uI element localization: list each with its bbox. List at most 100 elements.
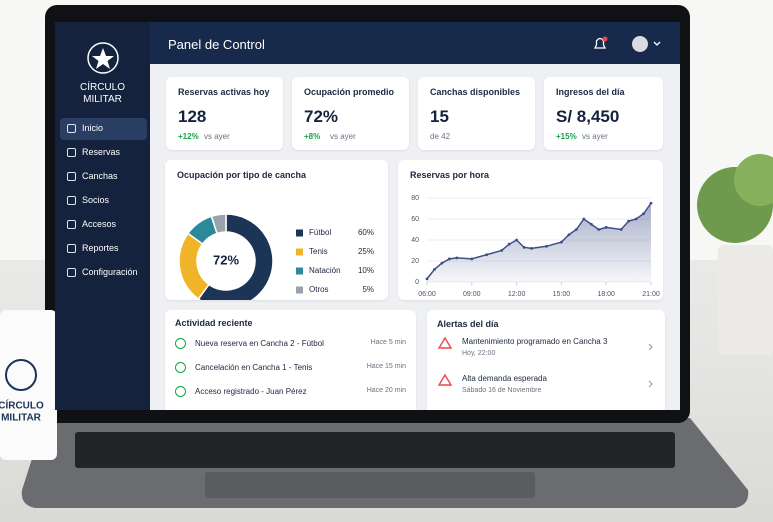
donut-chart: Fútbol 60% Tenis 25% Natación 10% Otros 5% 72% (178, 213, 374, 300)
nav-item[interactable]: Configuración (60, 262, 147, 284)
avatar[interactable] (632, 36, 648, 52)
nav-label: Socios (82, 195, 110, 205)
y-tick-label: 0 (415, 279, 419, 286)
donut-center-label: 72% (213, 252, 239, 267)
x-tick-label: 09:00 (463, 291, 481, 298)
nav-item[interactable]: Socios (60, 190, 147, 212)
sidebar: CÍRCULO MILITAR Inicio Reservas Canchas Soc… (55, 22, 150, 410)
legend-swatch (296, 286, 303, 294)
kpi-value: 72% (304, 107, 339, 126)
point (560, 240, 563, 244)
nav-item[interactable]: Reservas (60, 142, 147, 164)
page-title: Panel de Control (168, 37, 265, 52)
chart-card: Reservas por hora 0 20 40 60 80 06:00 09:00 12:0… (398, 160, 663, 300)
activity-time: Hace 20 min (366, 387, 406, 394)
point (500, 249, 504, 252)
kpi-card: Ocupación promedio 72% +8% vs ayer (292, 77, 409, 150)
kpi-value: 128 (178, 107, 207, 126)
point (597, 228, 601, 231)
x-tick-label: 15:00 (553, 291, 571, 298)
point (515, 238, 518, 242)
point (485, 253, 489, 257)
brand-text: MILITAR (83, 94, 122, 105)
chart-title: Reservas por hora (410, 170, 490, 180)
kpi-note: de 42 (430, 132, 451, 141)
activity-text: Acceso registrado - Juan Pérez (195, 387, 307, 396)
point (582, 217, 586, 221)
activity-icon (175, 338, 186, 349)
point (642, 212, 645, 216)
activity-text: Cancelación en Cancha 1 - Tenis (195, 363, 313, 372)
legend-label: Otros (309, 285, 329, 294)
header-icons (593, 36, 661, 52)
legend-value: 25% (358, 247, 374, 256)
kpi-card: Reservas activas hoy 128 +12% vs ayer (166, 77, 283, 150)
legend-swatch (296, 267, 303, 275)
area-fill (427, 203, 651, 282)
chart-title: Ocupación por tipo de cancha (177, 170, 307, 180)
alerts-card: Alertas del día Mantenimiento programado … (427, 310, 665, 410)
warning (437, 373, 453, 386)
plant-pot (718, 245, 773, 355)
nav-label: Configuración (82, 267, 138, 277)
mug-text: CÍRCULO (0, 399, 44, 412)
bell[interactable] (593, 37, 607, 49)
chevron[interactable] (653, 41, 661, 46)
point (649, 201, 653, 205)
legend-label: Tenis (309, 247, 328, 256)
kpi-change: +8% (304, 132, 321, 141)
brand-text: CÍRCULO (79, 82, 125, 93)
alert-detail: Sábado 16 de Noviembre (462, 387, 542, 394)
nav-icon (67, 172, 76, 181)
activity-icon (175, 362, 186, 373)
activity-time: Hace 5 min (370, 339, 406, 346)
kpi-note: vs ayer (582, 132, 608, 141)
alert-icon (437, 373, 653, 388)
plant-leaf (734, 154, 773, 206)
nav-label: Canchas (82, 171, 118, 181)
point (470, 257, 474, 261)
point (507, 242, 511, 246)
alert-text: Mantenimiento programado en Cancha 3 (462, 337, 608, 346)
activity-time: Hace 15 min (366, 363, 406, 370)
keyboard (75, 432, 675, 468)
card-title: Actividad reciente (175, 318, 253, 328)
legend-value: 10% (358, 266, 374, 275)
y-tick-label: 80 (411, 195, 419, 202)
kpi-note: vs ayer (330, 132, 356, 141)
mug (0, 310, 57, 460)
nav-item[interactable]: Canchas (60, 166, 147, 188)
activity-card: Actividad reciente Nueva reserva en Canch… (165, 310, 416, 410)
point (567, 233, 571, 237)
alert-item[interactable]: Alta demanda esperada Sábado 16 de Noviem… (427, 373, 665, 405)
point (522, 245, 526, 249)
kpi-label: Ocupación promedio (304, 87, 395, 97)
nav-label: Reportes (82, 243, 119, 253)
nav-icon (67, 220, 76, 229)
point (589, 222, 593, 226)
activity-text: Nueva reserva en Cancha 2 - Fútbol (195, 339, 324, 348)
kpi-change: +12% (178, 132, 199, 141)
point (440, 261, 444, 265)
kpi-label: Reservas activas hoy (178, 87, 270, 97)
nav-item[interactable]: Accesos (60, 214, 147, 236)
legend-swatch (296, 229, 303, 237)
legend-value: 60% (358, 228, 374, 237)
kpi-value: S/ 8,450 (556, 107, 620, 126)
nav-item[interactable]: Reportes (60, 238, 147, 260)
alert-item[interactable]: Mantenimiento programado en Cancha 3 Hoy,… (427, 336, 665, 368)
nav-item[interactable]: Inicio (60, 118, 147, 140)
point (455, 256, 459, 260)
point (545, 244, 548, 248)
donut-slice (210, 213, 227, 235)
chevron (648, 343, 653, 351)
area-chart: 0 20 40 60 80 06:00 09:00 12:00 15:00 18:00 21:00 (411, 195, 660, 298)
nav-label: Reservas (82, 147, 121, 157)
nav-label: Accesos (82, 219, 117, 229)
kpi-label: Ingresos del día (556, 87, 625, 97)
x-tick-label: 21:00 (642, 291, 660, 298)
x-tick-label: 18:00 (597, 291, 615, 298)
mug-emblem (5, 359, 37, 391)
alert-text: Alta demanda esperada (462, 374, 547, 383)
